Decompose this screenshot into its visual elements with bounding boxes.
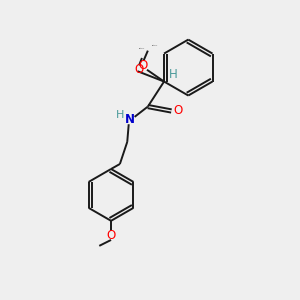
- Text: O: O: [106, 229, 116, 242]
- Text: O: O: [139, 59, 148, 72]
- Text: methoxy: methoxy: [152, 45, 158, 46]
- Text: H: H: [116, 110, 124, 119]
- Text: O: O: [173, 104, 182, 118]
- Text: methoxy: methoxy: [139, 48, 145, 49]
- Text: H: H: [169, 68, 177, 81]
- Text: N: N: [125, 113, 135, 126]
- Text: O: O: [134, 63, 144, 76]
